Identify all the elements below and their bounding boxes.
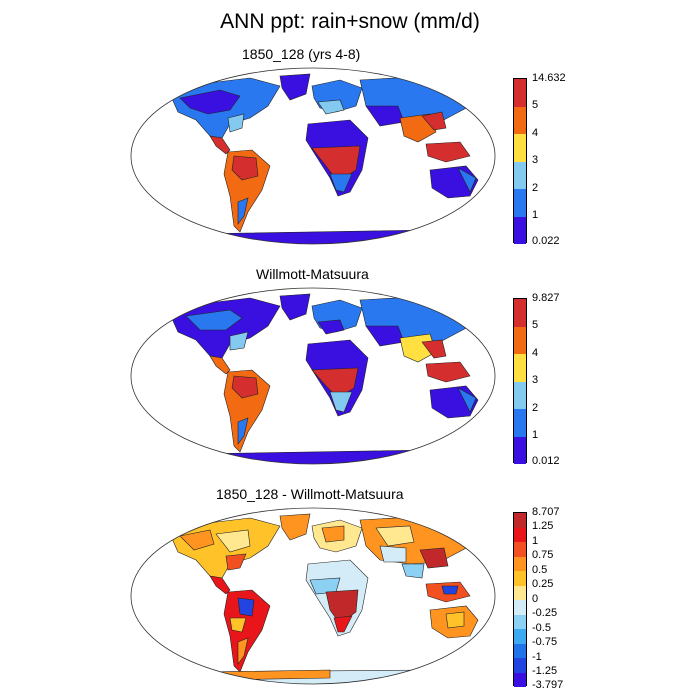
figure-title: ANN ppt: rain+snow (mm/d) [220, 10, 480, 33]
colorbar-2-segment [514, 381, 526, 409]
colorbar-3-label: -0.5 [532, 622, 551, 634]
colorbar-2-label: 2 [532, 402, 539, 414]
colorbar-1-segment [514, 79, 526, 107]
colorbar-1-label: 0.022 [532, 235, 560, 247]
map-panel-3 [130, 507, 496, 685]
colorbar-3-segment [514, 629, 526, 644]
colorbar-3-label: -1.25 [532, 665, 558, 677]
colorbar-1-label: 4 [532, 127, 539, 139]
colorbar-3-segment [514, 513, 526, 528]
panel-2-title: Willmott-Matsuura [256, 266, 369, 282]
colorbar-2-segment [514, 299, 526, 327]
panel-3-title: 1850_128 - Willmott-Matsuura [216, 486, 404, 502]
colorbar-1-label: 14.632 [532, 72, 566, 84]
colorbar-3-label: 0.25 [532, 578, 554, 590]
colorbar-3-label: 0.5 [532, 564, 548, 576]
colorbar-2-label: 3 [532, 374, 539, 386]
colorbar-1-segment [514, 106, 526, 134]
map-panel-1 [130, 67, 496, 245]
colorbar-1-label: 5 [532, 99, 539, 111]
colorbar-1-label: 2 [532, 182, 539, 194]
colorbar-3 [513, 512, 527, 687]
colorbar-1-segment [514, 134, 526, 162]
colorbar-1 [513, 78, 527, 244]
colorbar-3-segment [514, 571, 526, 586]
colorbar-2-label: 9.827 [532, 292, 560, 304]
colorbar-3-segment [514, 585, 526, 600]
colorbar-3-label: -1 [532, 651, 542, 663]
greenland [279, 513, 311, 541]
colorbar-2-segment [514, 409, 526, 437]
colorbar-2-segment [514, 436, 526, 464]
panel-1-title: 1850_128 (yrs 4-8) [242, 46, 361, 62]
colorbar-3-segment [514, 672, 526, 687]
greenland [279, 293, 311, 321]
colorbar-3-segment [514, 527, 526, 542]
colorbar-2 [513, 298, 527, 464]
colorbar-2-label: 0.012 [532, 455, 560, 467]
colorbar-3-label: -0.75 [532, 636, 558, 648]
colorbar-3-label: -0.25 [532, 607, 558, 619]
colorbar-3-segment [514, 600, 526, 615]
greenland [279, 73, 311, 101]
colorbar-2-segment [514, 326, 526, 354]
colorbar-2-label: 4 [532, 347, 539, 359]
colorbar-3-label: 8.707 [532, 506, 560, 518]
south-america [223, 589, 271, 673]
colorbar-2-label: 1 [532, 429, 539, 441]
colorbar-1-segment [514, 216, 526, 244]
colorbar-3-segment [514, 542, 526, 557]
colorbar-3-segment [514, 643, 526, 658]
colorbar-3-segment [514, 614, 526, 629]
colorbar-3-label: 1.25 [532, 520, 554, 532]
colorbar-1-label: 1 [532, 209, 539, 221]
colorbar-1-segment [514, 161, 526, 189]
colorbar-3-label: 0.75 [532, 549, 554, 561]
colorbar-1-label: 3 [532, 154, 539, 166]
colorbar-3-label: -3.797 [532, 679, 564, 691]
colorbar-2-segment [514, 354, 526, 382]
colorbar-3-label: 0 [532, 593, 539, 605]
colorbar-3-label: 1 [532, 535, 539, 547]
colorbar-2-label: 5 [532, 319, 539, 331]
colorbar-3-segment [514, 658, 526, 673]
colorbar-1-segment [514, 189, 526, 217]
colorbar-3-segment [514, 556, 526, 571]
map-panel-2 [130, 287, 496, 465]
